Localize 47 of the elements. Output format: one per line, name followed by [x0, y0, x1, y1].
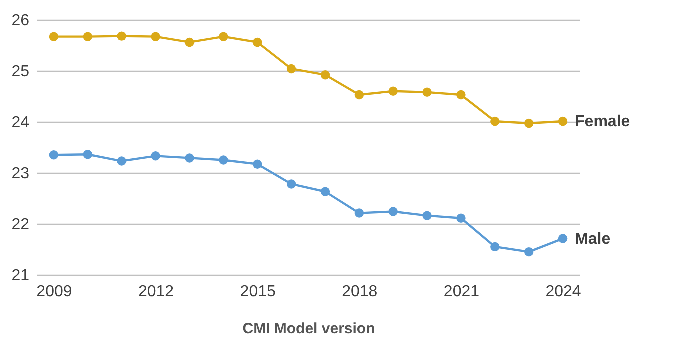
x-tick-label: 2015 [240, 284, 276, 300]
point [354, 90, 364, 100]
series-label: Male [575, 230, 611, 248]
point [185, 154, 194, 163]
point [320, 70, 330, 80]
x-tick-label: 2018 [342, 284, 378, 300]
point [286, 180, 296, 189]
x-tick-label: 2009 [36, 284, 72, 300]
point [252, 38, 262, 48]
y-tick-label: 24 [12, 114, 30, 132]
point [117, 32, 126, 41]
point [151, 32, 160, 42]
x-tick-label: 2021 [444, 284, 480, 300]
point [252, 160, 262, 169]
point [558, 234, 568, 244]
y-tick-label: 23 [12, 166, 30, 182]
point [151, 152, 160, 161]
point [286, 64, 296, 74]
point [456, 214, 466, 223]
x-axis-title: CMI Model version [242, 320, 376, 338]
point [49, 150, 59, 160]
point [354, 208, 364, 218]
point [422, 88, 432, 98]
point [388, 207, 398, 216]
point [456, 90, 466, 100]
point [117, 156, 126, 166]
point [219, 32, 228, 42]
point [490, 242, 500, 252]
point [524, 247, 534, 257]
y-tick-label: 22 [12, 216, 30, 234]
y-tick-label: 25 [12, 64, 30, 80]
series-label: Female [575, 113, 630, 130]
point [185, 38, 194, 48]
point [558, 116, 568, 126]
point [422, 211, 432, 220]
point [490, 116, 500, 126]
point [49, 32, 59, 42]
point [83, 32, 93, 42]
x-tick-label: 2024 [546, 284, 582, 300]
point [219, 156, 228, 165]
y-tick-label: 26 [12, 12, 30, 30]
point [524, 118, 534, 128]
x-tick-label: 2012 [138, 284, 174, 300]
point [83, 150, 93, 160]
point [388, 86, 398, 96]
y-tick-label: 21 [12, 268, 30, 284]
point [320, 187, 330, 196]
